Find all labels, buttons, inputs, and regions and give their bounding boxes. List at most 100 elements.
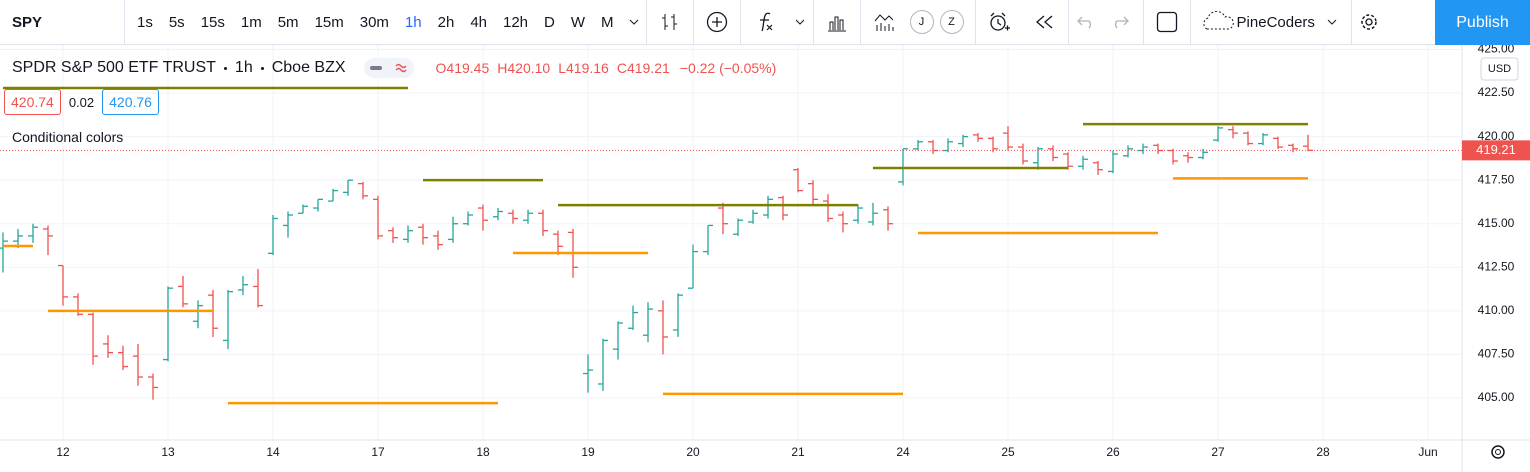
- grid: [0, 45, 1462, 440]
- indicator-button[interactable]: Z: [939, 10, 964, 34]
- ohlc-value: 419.21: [626, 60, 670, 76]
- interval-button[interactable]: W: [570, 13, 586, 31]
- symbol-search[interactable]: SPY: [0, 0, 124, 45]
- interval-button[interactable]: 12h: [503, 13, 529, 31]
- financials-button[interactable]: [814, 0, 860, 45]
- settings-button[interactable]: [1352, 0, 1386, 45]
- ohlc-bar: [673, 293, 683, 337]
- ohlc-bar: [913, 140, 923, 151]
- ohlc-bar: [883, 206, 893, 231]
- ohlc-value: 420.10: [507, 60, 551, 76]
- interval-button[interactable]: 15m: [314, 13, 344, 31]
- currency: USD: [1488, 63, 1511, 75]
- x-tick-label: 13: [161, 445, 175, 459]
- ohlc-bar: [733, 218, 743, 236]
- ohlc-bar: [493, 208, 503, 221]
- ohlc-bar: [553, 230, 563, 256]
- replay-button[interactable]: [1022, 0, 1068, 45]
- ohlc-bar: [838, 211, 848, 233]
- ohlc-bar: [208, 289, 218, 337]
- ohlc-bar: [283, 211, 293, 238]
- ohlc-item: H420.10: [497, 60, 550, 76]
- ohlc-bar: [1108, 150, 1118, 174]
- publish-button[interactable]: Publish: [1435, 0, 1530, 45]
- redo-button[interactable]: [1103, 0, 1137, 45]
- ohlc-bar: [1168, 148, 1178, 165]
- y-tick-label: 420.00: [1478, 129, 1515, 143]
- fullscreen-button[interactable]: [1144, 0, 1190, 45]
- ohlc-bar: [268, 215, 278, 256]
- indicators-menu[interactable]: [787, 0, 813, 45]
- separator: [1350, 0, 1352, 45]
- ohlc-bar: [343, 179, 353, 196]
- ohlc-bar: [238, 275, 248, 296]
- currency-box[interactable]: [1480, 57, 1519, 81]
- ohlc-bar: [478, 204, 488, 231]
- x-tick-label: 21: [791, 445, 805, 459]
- interval-button[interactable]: D: [544, 13, 555, 31]
- interval-button[interactable]: 1m: [240, 13, 262, 31]
- ohlc-item: C419.21: [617, 60, 670, 76]
- ohlc-item: L419.16: [558, 60, 609, 76]
- ohlc-bar: [313, 198, 323, 212]
- plot-area: [0, 86, 1462, 405]
- interval-button[interactable]: 15s: [200, 13, 225, 31]
- ohlc-bar: [583, 354, 593, 393]
- ohlc-bar: [538, 209, 548, 236]
- bid-ask: 420.74 0.02 420.76: [4, 89, 159, 115]
- ohlc-bar: [808, 180, 818, 205]
- ohlc-values: O419.45 H420.10 L419.16 C419.21: [432, 60, 674, 76]
- ohlc-bar: [463, 211, 473, 226]
- ohlc-bar: [928, 140, 938, 155]
- interval-button[interactable]: 2h: [437, 13, 455, 31]
- last-price-label: 419.21: [1476, 142, 1516, 157]
- compare-button[interactable]: [694, 0, 740, 45]
- ask[interactable]: 420.76: [102, 89, 159, 115]
- indicators-button[interactable]: [741, 0, 787, 45]
- ohlc-bar: [328, 188, 338, 202]
- interval-button[interactable]: 5m: [277, 13, 299, 31]
- bid[interactable]: 420.74: [4, 89, 61, 115]
- ohlc-bar: [223, 289, 233, 350]
- y-tick-label: 405.00: [1478, 390, 1515, 404]
- legend-toggle[interactable]: [363, 58, 414, 78]
- indicator-button[interactable]: J: [909, 10, 934, 34]
- ohlc-bar: [988, 136, 998, 153]
- ohlc-bar: [688, 244, 698, 289]
- undo-button[interactable]: [1069, 0, 1103, 45]
- interval-button[interactable]: 4h: [470, 13, 487, 31]
- ohlc-bar: [508, 209, 518, 224]
- ohlc-bar: [1003, 126, 1013, 151]
- y-tick-label: 415.00: [1478, 216, 1515, 230]
- interval-button[interactable]: 1s: [137, 13, 153, 31]
- ohlc-bar: [973, 133, 983, 142]
- ohlc-bar: [28, 223, 38, 243]
- separator-dot: [223, 66, 227, 70]
- layout-name: PineCoders: [1236, 13, 1315, 31]
- exchange: Cboe BZX: [271, 59, 346, 76]
- y-tick-label: 407.50: [1478, 347, 1515, 361]
- ohlc-bar: [358, 181, 368, 200]
- interval-button[interactable]: 5s: [168, 13, 185, 31]
- interval-button[interactable]: M: [601, 13, 614, 31]
- ohlc-bar: [1273, 136, 1283, 149]
- ohlc-bar: [643, 302, 653, 343]
- interval-button[interactable]: 30m: [359, 13, 389, 31]
- interval-menu[interactable]: [622, 0, 646, 45]
- axes: 405.00 407.50 410.00 412.50 415.00 417.50 420.…: [56, 42, 1530, 459]
- last-price-tag: [1462, 140, 1530, 161]
- x-tick-label: 24: [896, 445, 910, 459]
- y-tick-label: 425.00: [1478, 42, 1515, 56]
- ohlc-bar: [1048, 145, 1058, 161]
- chart-type-button[interactable]: [647, 0, 693, 45]
- ohlc-bar: [1183, 152, 1193, 163]
- alert-button[interactable]: [976, 0, 1022, 45]
- ohlc-bar: [58, 264, 68, 306]
- interval-button[interactable]: 1h: [404, 13, 422, 31]
- settings-icon[interactable]: [1491, 445, 1505, 459]
- layout-menu[interactable]: PineCoders: [1191, 0, 1351, 45]
- templates-button[interactable]: [861, 0, 907, 45]
- separator: [974, 0, 976, 45]
